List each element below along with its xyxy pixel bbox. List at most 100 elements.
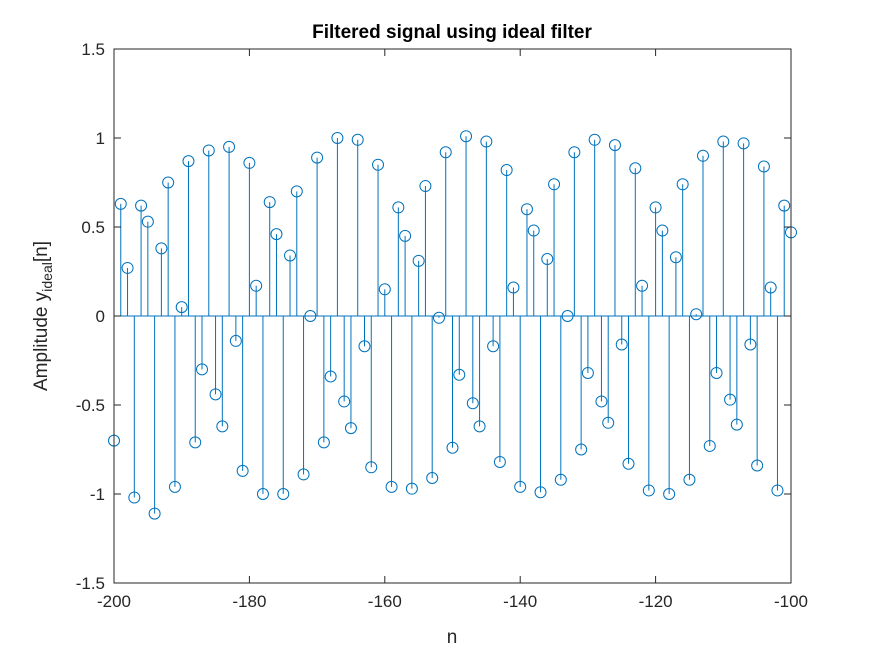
stem-marker [656,224,669,237]
stem-marker [351,133,364,146]
stem-marker [466,397,479,410]
stem-marker [114,197,127,210]
y-tick-label: 1 [96,129,105,148]
stem-marker [608,139,621,152]
stem-marker [710,366,723,379]
stem-marker [730,418,743,431]
stem-marker [581,366,594,379]
stem-marker [236,464,249,477]
stem-marker [209,388,222,401]
y-axis-label: Amplitude yideal[n] [31,241,55,391]
stem-marker [507,281,520,294]
stem-marker [663,488,676,500]
stem-marker [432,311,445,324]
stem-marker [568,146,581,159]
stem-marker [622,457,635,470]
stem-marker [202,144,215,157]
y-tick-label: 1.5 [81,40,105,59]
stem-marker [737,137,750,150]
stem-marker [534,486,547,499]
stem-marker [480,135,493,148]
stem-marker [365,461,378,474]
stem-marker [182,155,195,168]
stem-marker [141,215,154,228]
stem-marker [751,459,764,472]
x-tick-label: -140 [503,592,537,611]
stems-layer [113,136,792,514]
stem-marker [778,199,791,212]
stem-marker [250,279,263,292]
stem-marker [256,488,269,500]
stem-marker [148,507,161,520]
stem-marker [216,420,229,433]
stem-marker [548,178,561,191]
stem-marker [744,338,757,351]
x-tick-label: -100 [774,592,808,611]
stem-marker [717,135,730,148]
stem-marker [696,149,709,162]
stem-marker [189,436,202,449]
stem-marker [399,229,412,242]
stem-marker [135,199,148,212]
stem-marker [514,480,527,493]
y-tick-label: -1 [90,485,105,504]
stem-marker [304,310,317,322]
stem-marker [676,178,689,191]
stem-marker [243,156,256,169]
y-axis-label-prefix: Amplitude y [31,291,52,391]
stem-marker [629,162,642,175]
x-tick-label: -180 [232,592,266,611]
stem-marker [426,471,439,484]
stem-marker [453,368,466,381]
stem-marker [683,473,696,486]
stem-marker [277,488,290,500]
x-axis-label: n [447,627,458,648]
stem-marker [554,473,567,486]
stem-marker [764,281,777,294]
stem-marker [771,484,784,497]
stem-marker [372,158,385,171]
stem-marker [520,203,533,216]
stem-marker [344,422,357,435]
x-tick-label: -200 [97,592,131,611]
stem-marker [155,242,168,255]
stem-marker [121,261,134,274]
stem-marker [602,416,615,429]
x-tick-label: -160 [368,592,402,611]
x-axis-ticks: -200 -180 -160 -140 -120 -100 [97,49,808,611]
stem-marker [392,201,405,214]
y-tick-label: -0.5 [76,396,105,415]
y-tick-label: 0 [96,307,105,326]
stem-marker [439,146,452,159]
stem-marker [358,340,371,353]
stem-marker [669,251,682,264]
stem-marker [263,196,276,209]
stem-marker [419,180,432,193]
stem-marker [757,160,770,173]
stem-marker [412,254,425,267]
stem-marker [284,249,297,262]
stem-marker [385,480,398,493]
stem-marker [162,176,175,189]
stem-marker [561,310,574,322]
stem-marker [615,338,628,351]
stem-marker [378,283,391,296]
y-axis-label-suffix: [n] [31,241,52,262]
stem-marker [331,132,344,144]
stem-marker [168,480,181,493]
stem-marker [175,301,188,314]
stem-marker [338,395,351,408]
stem-marker [270,228,283,241]
y-axis-label-subscript: ideal [39,262,55,292]
stem-marker [290,185,303,198]
stem-marker [575,443,588,456]
stem-marker [500,164,513,177]
chart-title: Filtered signal using ideal filter [312,22,592,43]
stem-marker [405,482,418,495]
y-tick-label: 0.5 [81,218,105,237]
stem-marker [317,436,330,449]
stem-marker [649,201,662,214]
stem-marker [487,340,500,353]
stem-marker [196,363,209,376]
